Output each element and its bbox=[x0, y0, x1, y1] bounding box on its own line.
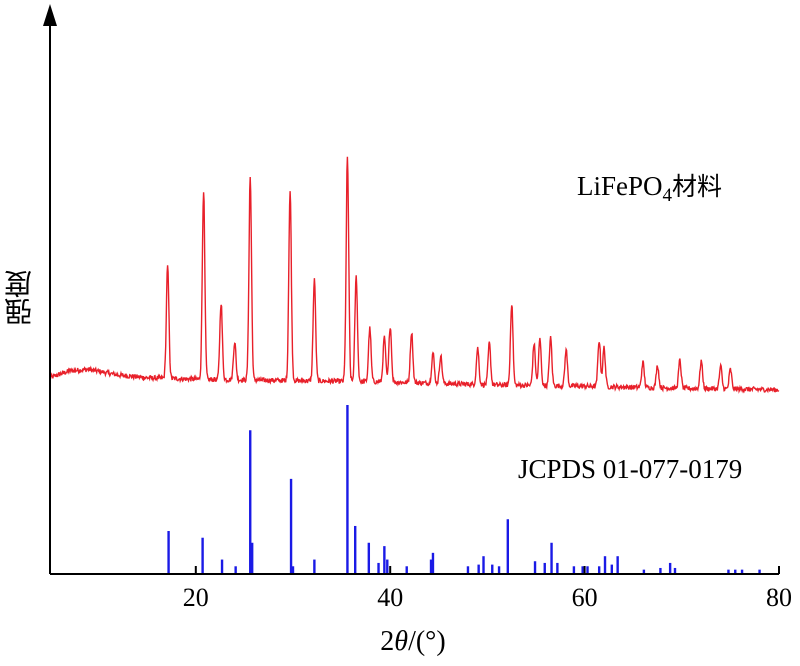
plot-area bbox=[49, 156, 780, 573]
x-ticks: 20 40 60 80 bbox=[183, 566, 792, 612]
x-tick-label: 80 bbox=[766, 583, 792, 612]
x-tick-label: 40 bbox=[377, 583, 403, 612]
x-tick-label: 60 bbox=[572, 583, 598, 612]
y-axis-arrow bbox=[43, 4, 57, 26]
x-axis-title: 2θ/(°) bbox=[380, 626, 445, 657]
x-tick-label: 20 bbox=[183, 583, 209, 612]
reference-series-label: JCPDS 01-077-0179 bbox=[518, 454, 742, 484]
measured-pattern-line bbox=[49, 156, 780, 394]
measured-series-label: LiFePO4材料 bbox=[577, 171, 722, 206]
y-axis-title: 强度 bbox=[3, 270, 36, 326]
